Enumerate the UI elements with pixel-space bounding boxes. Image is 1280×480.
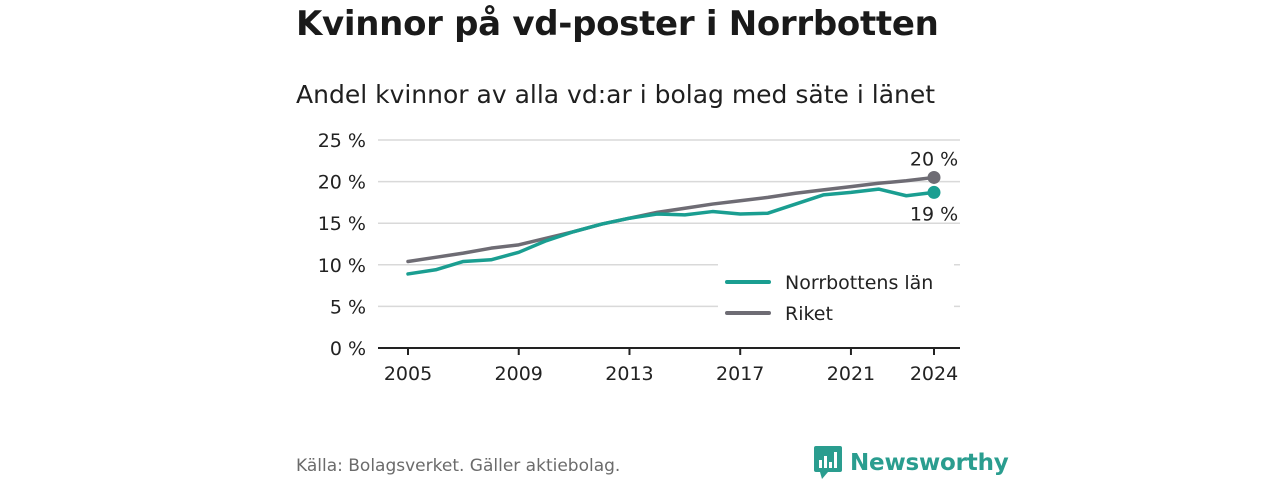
series-line — [406, 175, 936, 264]
chart-title: Kvinnor på vd-poster i Norrbotten — [296, 4, 939, 44]
series-end-dot — [927, 170, 941, 184]
newsworthy-logo: Newsworthy — [814, 446, 1009, 480]
legend-background — [718, 264, 954, 334]
series-line — [406, 187, 936, 276]
end-label: 19 % — [910, 203, 958, 225]
y-tick-label: 15 % — [318, 213, 366, 235]
end-labels: 20 % 19 % — [910, 148, 958, 225]
source-note: Källa: Bolagsverket. Gäller aktiebolag. — [296, 456, 621, 476]
legend-label: Norrbottens län — [785, 272, 933, 294]
y-tick-label: 0 % — [330, 338, 366, 360]
series-lines — [406, 170, 941, 276]
y-tick-label: 25 % — [318, 130, 366, 152]
y-tick-label: 20 % — [318, 172, 366, 194]
y-tick-label: 5 % — [330, 296, 366, 318]
y-tick-label: 10 % — [318, 255, 366, 277]
legend: Norrbottens län Riket — [718, 264, 954, 334]
series-end-dot — [927, 185, 941, 199]
end-label: 20 % — [910, 148, 958, 170]
x-tick-label: 2013 — [605, 363, 653, 385]
x-tick-label: 2009 — [495, 363, 543, 385]
chart-subtitle: Andel kvinnor av alla vd:ar i bolag med … — [296, 80, 936, 109]
legend-label: Riket — [785, 303, 833, 325]
x-tick-label: 2005 — [384, 363, 432, 385]
axes: 0 % 5 % 10 % 15 % 20 % 25 % 2005 2009 2013 2017 20… — [318, 130, 960, 385]
x-tick-label: 2024 — [910, 363, 958, 385]
newsworthy-logo-text: Newsworthy — [850, 450, 1009, 476]
x-tick-label: 2017 — [716, 363, 764, 385]
x-tick-label: 2021 — [827, 363, 875, 385]
newsworthy-logo-icon — [814, 446, 842, 479]
